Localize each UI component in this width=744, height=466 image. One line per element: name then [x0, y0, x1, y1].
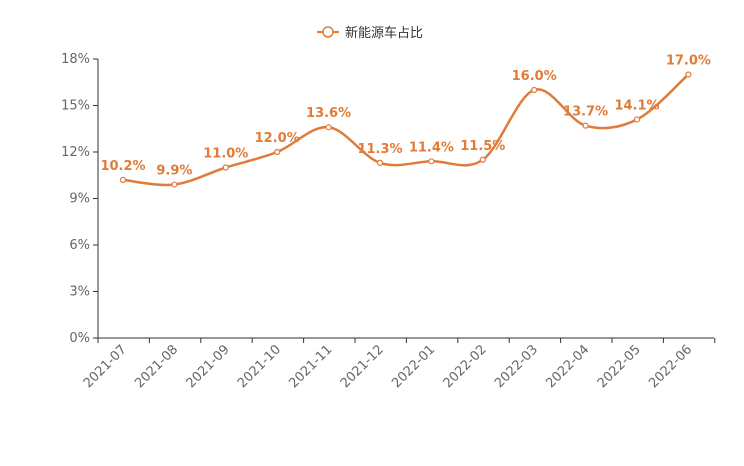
data-point[interactable]	[479, 156, 486, 163]
data-points	[119, 71, 692, 188]
data-point[interactable]	[633, 116, 641, 123]
data-point[interactable]	[274, 148, 281, 156]
data-point[interactable]	[685, 71, 692, 78]
data-point[interactable]	[222, 164, 229, 171]
data-point[interactable]	[582, 122, 589, 129]
legend[interactable]: 新能源车占比	[317, 25, 423, 41]
data-point[interactable]	[325, 124, 332, 131]
data-label: 11.0%	[203, 147, 248, 162]
legend-label: 新能源车占比	[345, 25, 423, 41]
data-label: 11.3%	[357, 142, 402, 157]
y-tick-label: 18%	[61, 52, 90, 67]
data-label: 12.0%	[255, 131, 300, 146]
x-tick-label: 2022-04	[543, 342, 592, 391]
data-label: 9.9%	[156, 164, 192, 179]
y-tick-label: 3%	[69, 285, 90, 300]
data-point[interactable]	[119, 176, 127, 183]
x-tick-label: 2021-07	[81, 342, 130, 391]
data-point[interactable]	[171, 181, 178, 188]
x-tick-label: 2021-12	[338, 342, 387, 391]
data-label: 13.7%	[563, 105, 608, 120]
y-axis: 0% 3% 6% 9% 12% 15% 18%	[61, 52, 99, 346]
data-label: 16.0%	[512, 69, 557, 84]
y-tick-label: 9%	[69, 192, 90, 207]
x-tick-label: 2022-01	[389, 342, 438, 391]
x-tick-label: 2022-02	[441, 342, 490, 391]
x-tick-label: 2021-09	[184, 342, 233, 391]
x-axis: 2021-07 2021-08 2021-09 2021-10 2021-11 2021-…	[81, 337, 716, 391]
x-tick-label: 2022-03	[492, 342, 541, 391]
data-label: 13.6%	[306, 106, 351, 121]
y-tick-label: 6%	[69, 238, 90, 253]
x-tick-label: 2022-05	[595, 342, 644, 391]
data-label: 11.4%	[409, 140, 454, 155]
y-tick-label: 0%	[69, 331, 90, 346]
data-point[interactable]	[376, 159, 384, 166]
data-label: 10.2%	[100, 159, 145, 174]
x-tick-label: 2021-08	[132, 342, 181, 391]
data-label: 11.5%	[460, 139, 505, 154]
series-line	[122, 73, 690, 187]
legend-circle-marker	[322, 26, 334, 38]
data-point[interactable]	[428, 158, 435, 165]
data-labels: 10.2% 9.9% 11.0% 12.0% 13.6% 11.3% 11.4% 11.5% 1…	[100, 54, 711, 179]
data-label: 17.0%	[666, 54, 711, 69]
y-tick-label: 12%	[61, 145, 90, 160]
data-label: 14.1%	[614, 98, 659, 113]
x-tick-label: 2021-10	[235, 342, 284, 391]
x-tick-label: 2022-06	[646, 342, 695, 391]
x-tick-label: 2021-11	[286, 342, 335, 391]
data-point[interactable]	[531, 86, 538, 94]
y-tick-label: 15%	[61, 99, 90, 114]
